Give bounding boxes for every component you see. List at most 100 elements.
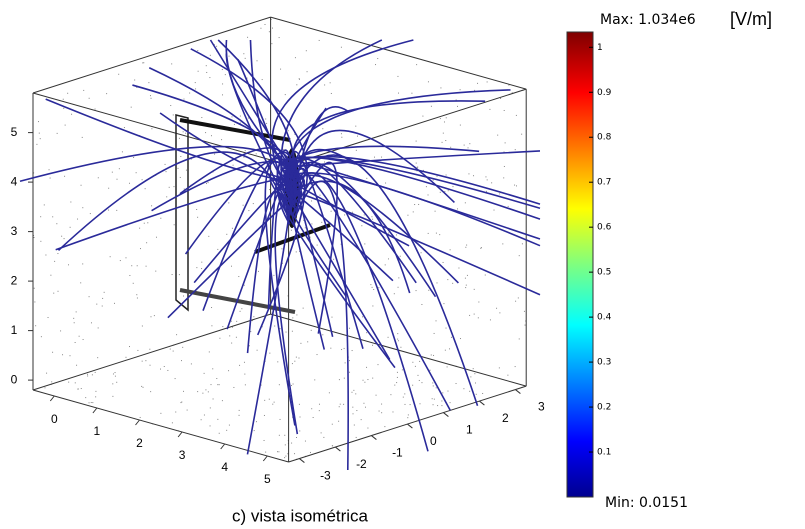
y-tick-label: -3 bbox=[320, 469, 331, 483]
grid-dot bbox=[419, 403, 421, 405]
grid-dot bbox=[213, 44, 215, 46]
streamline bbox=[289, 172, 429, 452]
z-tick-label: 5 bbox=[11, 125, 18, 139]
grid-dot bbox=[435, 320, 437, 322]
colorbar-max: Max: 1.034e6 bbox=[600, 12, 696, 28]
grid-dot bbox=[465, 284, 467, 286]
caption: c) vista isométrica bbox=[232, 506, 369, 525]
grid-dot bbox=[269, 189, 271, 191]
grid-dot bbox=[377, 364, 379, 366]
grid-dot bbox=[489, 108, 491, 110]
grid-dot bbox=[493, 209, 495, 211]
streamline bbox=[293, 158, 417, 284]
grid-dot bbox=[422, 169, 424, 171]
grid-dot bbox=[33, 172, 35, 174]
grid-dot bbox=[371, 286, 373, 288]
grid-dot bbox=[130, 106, 132, 108]
grid-dot bbox=[200, 419, 202, 421]
grid-dot bbox=[231, 116, 233, 118]
grid-dot bbox=[402, 396, 404, 398]
grid-dot bbox=[285, 331, 287, 333]
grid-dot bbox=[264, 24, 266, 26]
grid-dot bbox=[97, 357, 99, 359]
grid-dot bbox=[444, 191, 446, 193]
grid-dot bbox=[432, 179, 434, 181]
grid-dot bbox=[82, 339, 84, 341]
grid-dot bbox=[404, 393, 406, 395]
grid-dot bbox=[35, 325, 37, 327]
grid-dot bbox=[412, 361, 414, 363]
grid-dot bbox=[169, 348, 171, 350]
grid-dot bbox=[459, 124, 461, 126]
grid-dot bbox=[207, 391, 209, 393]
grid-dot bbox=[311, 200, 313, 202]
grid-dot bbox=[224, 74, 226, 76]
grid-dot bbox=[436, 282, 438, 284]
grid-dot bbox=[312, 417, 314, 419]
grid-dot bbox=[170, 105, 172, 107]
grid-dot bbox=[142, 62, 144, 64]
grid-dot bbox=[209, 54, 211, 56]
colorbar-unit: [V/m] bbox=[730, 9, 772, 29]
grid-dot bbox=[113, 302, 115, 304]
grid-dot bbox=[69, 226, 71, 228]
grid-dot bbox=[395, 234, 397, 236]
grid-dot bbox=[449, 348, 451, 350]
grid-dot bbox=[385, 182, 387, 184]
grid-dot bbox=[311, 408, 313, 410]
grid-dot bbox=[134, 79, 136, 81]
grid-dot bbox=[414, 204, 416, 206]
grid-dot bbox=[136, 297, 138, 299]
grid-dot bbox=[195, 88, 197, 90]
grid-dot bbox=[322, 334, 324, 336]
grid-dot bbox=[332, 445, 334, 447]
grid-dot bbox=[132, 282, 134, 284]
grid-dot bbox=[203, 372, 205, 374]
grid-dot bbox=[271, 43, 273, 45]
grid-dot bbox=[508, 84, 510, 86]
grid-dot bbox=[179, 176, 181, 178]
grid-dot bbox=[464, 202, 466, 204]
grid-dot bbox=[201, 268, 203, 270]
colorbar-tick-label: 0.6 bbox=[597, 223, 612, 233]
grid-dot bbox=[45, 254, 47, 256]
grid-dot bbox=[441, 400, 443, 402]
grid-dot bbox=[390, 394, 392, 396]
grid-dot bbox=[292, 317, 294, 319]
grid-dot bbox=[189, 92, 191, 94]
grid-dot bbox=[455, 99, 457, 101]
grid-dot bbox=[180, 155, 182, 157]
grid-dot bbox=[432, 382, 434, 384]
grid-dot bbox=[280, 68, 282, 70]
grid-dot bbox=[373, 288, 375, 290]
grid-dot bbox=[141, 325, 143, 327]
x-tick bbox=[135, 419, 140, 426]
plate bbox=[175, 114, 189, 312]
y-tick bbox=[443, 412, 449, 417]
grid-dot bbox=[287, 453, 289, 455]
grid-dot bbox=[486, 179, 488, 181]
grid-dot bbox=[62, 98, 64, 100]
grid-dot bbox=[135, 172, 137, 174]
x-tick-label: 0 bbox=[51, 412, 58, 426]
grid-dot bbox=[205, 132, 207, 134]
grid-dot bbox=[272, 403, 274, 405]
grid-dot bbox=[348, 327, 350, 329]
grid-dot bbox=[145, 265, 147, 267]
grid-dot bbox=[63, 238, 65, 240]
grid-dot bbox=[294, 133, 296, 135]
grid-dot bbox=[427, 81, 429, 83]
grid-dot bbox=[235, 336, 237, 338]
grid-dot bbox=[478, 301, 480, 303]
grid-dot bbox=[210, 384, 212, 386]
grid-dot bbox=[212, 368, 214, 370]
grid-dot bbox=[473, 288, 475, 290]
z-tick-label: 3 bbox=[11, 224, 18, 238]
grid-dot bbox=[422, 115, 424, 117]
grid-dot bbox=[469, 390, 471, 392]
grid-dot bbox=[71, 113, 73, 115]
grid-dot bbox=[338, 379, 340, 381]
colorbar-tick-label: 0.5 bbox=[597, 268, 611, 278]
grid-dot bbox=[504, 142, 506, 144]
grid-dot bbox=[353, 389, 355, 391]
